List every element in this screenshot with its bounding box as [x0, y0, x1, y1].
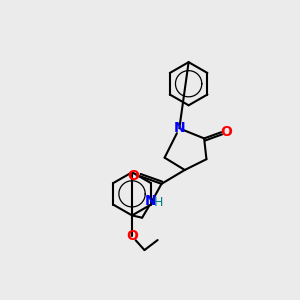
- Text: O: O: [221, 125, 232, 139]
- Text: O: O: [126, 229, 138, 243]
- Text: H: H: [154, 196, 163, 209]
- Text: N: N: [173, 122, 185, 135]
- Text: N: N: [145, 194, 157, 208]
- Text: O: O: [128, 169, 140, 183]
